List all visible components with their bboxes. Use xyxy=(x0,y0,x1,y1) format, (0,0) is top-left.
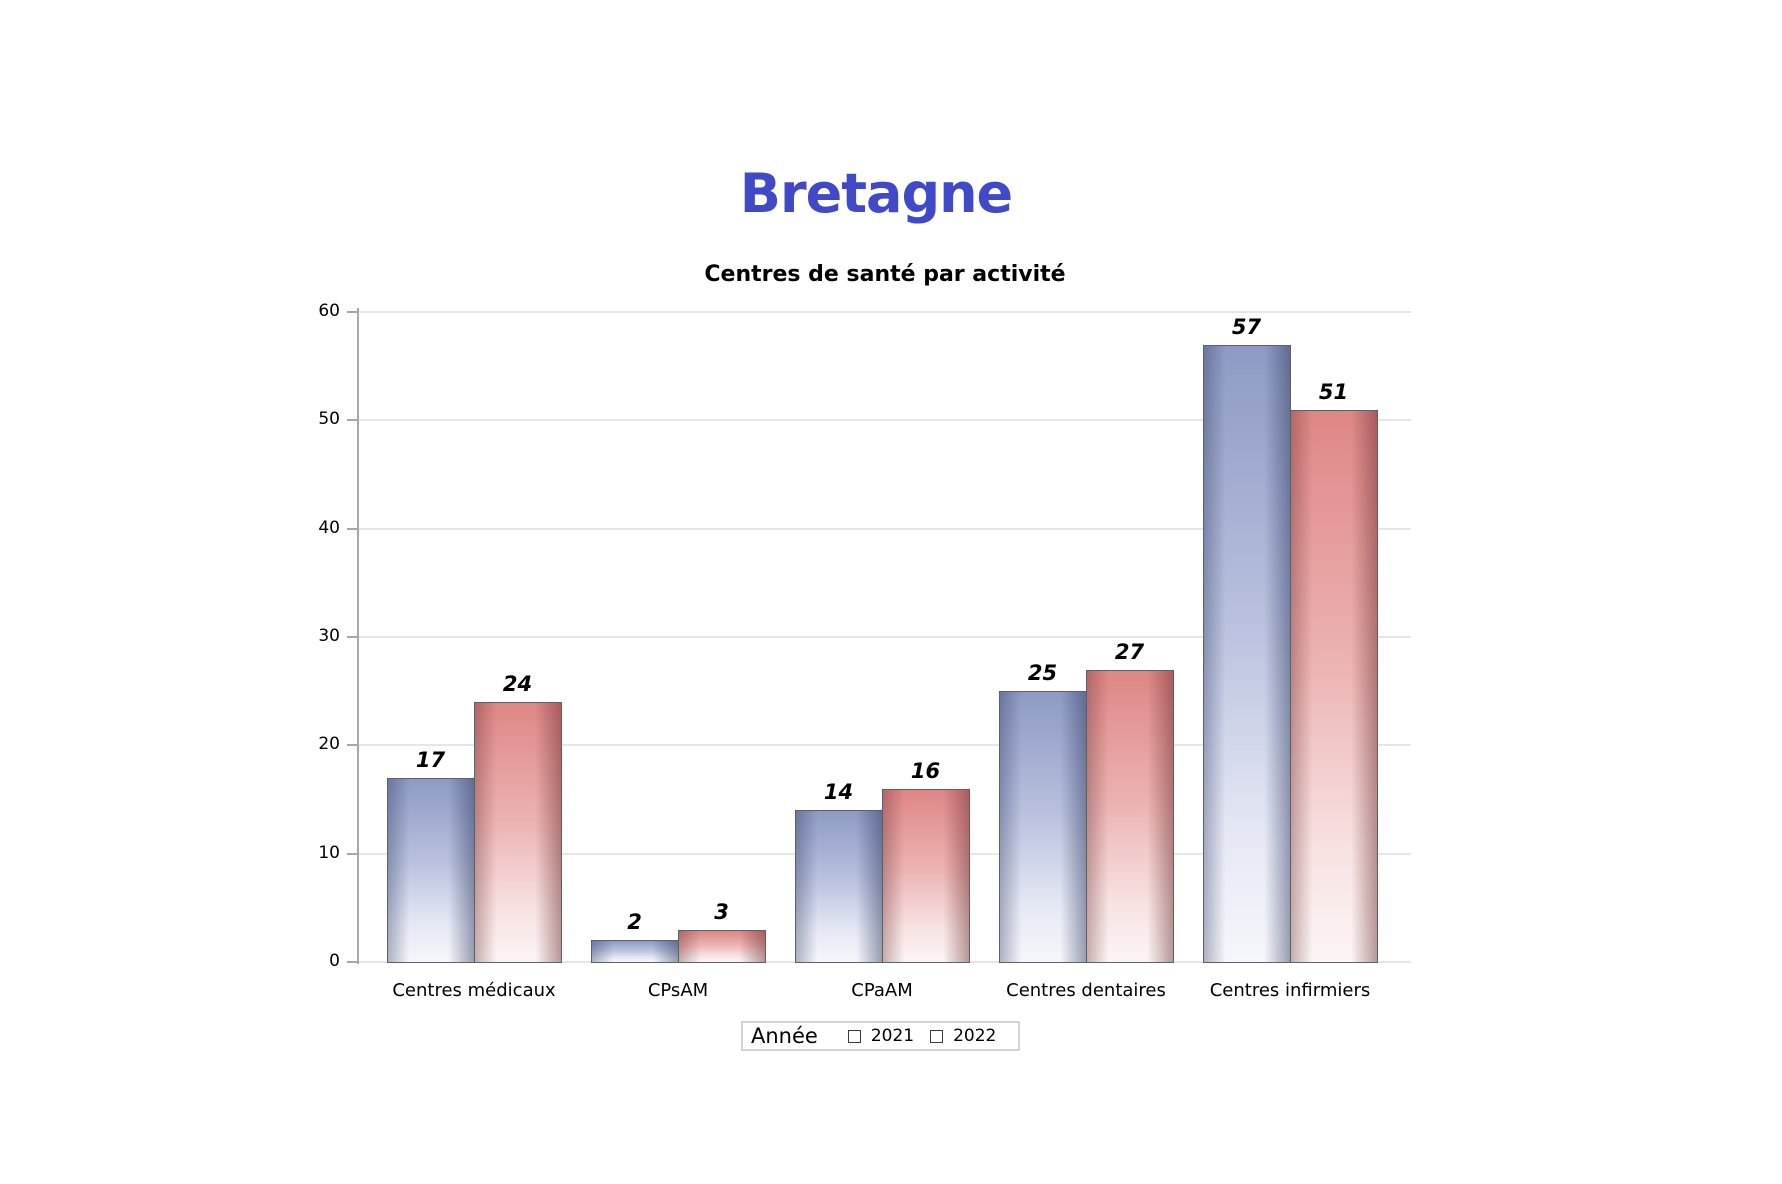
chart-subtitle: Centres de santé par activité xyxy=(704,262,1066,287)
legend-swatch-2021-icon xyxy=(847,1029,861,1043)
bar-2021-2 xyxy=(795,810,883,963)
y-tick-mark xyxy=(347,961,357,963)
y-tick-mark xyxy=(347,744,357,747)
gridline xyxy=(359,311,1411,313)
legend-label: 2021 xyxy=(870,1026,915,1046)
gridline xyxy=(359,419,1411,422)
y-tick-label: 0 xyxy=(329,951,340,971)
bar-2021-3 xyxy=(999,691,1087,963)
bar-value-label: 27 xyxy=(1114,639,1145,664)
y-tick-mark xyxy=(347,311,357,313)
bar-value-label: 51 xyxy=(1318,379,1349,404)
bar-value-label: 3 xyxy=(714,899,729,924)
bar-value-label: 24 xyxy=(502,672,533,696)
gridline xyxy=(359,636,1411,638)
chart-title: Bretagne xyxy=(739,162,1013,225)
bar-value-label: 14 xyxy=(823,780,854,805)
legend-item-2021: 2021 xyxy=(847,1026,915,1046)
bar-value-label: 57 xyxy=(1231,314,1262,339)
y-tick-label: 40 xyxy=(318,517,340,538)
y-tick-mark xyxy=(347,636,357,638)
y-tick-label: 10 xyxy=(318,842,340,863)
y-tick-label: 60 xyxy=(318,301,340,321)
y-tick-mark xyxy=(347,852,357,855)
bar-2022-2 xyxy=(882,788,970,963)
bar-value-label: 16 xyxy=(910,758,941,783)
legend-item-2022: 2022 xyxy=(930,1026,996,1046)
y-tick-label: 50 xyxy=(318,409,340,430)
bar-value-label: 2 xyxy=(627,910,642,935)
y-axis-line xyxy=(357,308,359,964)
gridline xyxy=(359,527,1411,530)
bar-2022-0 xyxy=(474,702,562,963)
legend-title: Année xyxy=(751,1024,818,1048)
gridline xyxy=(359,744,1411,747)
bar-2021-1 xyxy=(591,940,679,963)
legend: Année 2021 2022 xyxy=(741,1021,1020,1051)
legend-label: 2022 xyxy=(953,1026,997,1046)
y-tick-label: 20 xyxy=(318,734,340,755)
bar-2021-4 xyxy=(1203,344,1291,963)
bar-2022-1 xyxy=(678,929,766,963)
bar-2021-0 xyxy=(387,777,475,963)
x-category-label: CPsAM xyxy=(647,980,709,1001)
bar-value-label: 17 xyxy=(415,747,446,772)
y-tick-mark xyxy=(347,419,357,422)
bar-value-label: 25 xyxy=(1027,661,1058,686)
legend-swatch-2022-icon xyxy=(930,1029,944,1043)
y-tick-label: 30 xyxy=(318,626,340,646)
x-category-label: Centres dentaires xyxy=(1006,980,1166,1001)
bar-2022-4 xyxy=(1290,409,1378,963)
y-tick-mark xyxy=(347,527,357,530)
x-category-label: Centres médicaux xyxy=(392,980,556,1001)
x-category-label: Centres infirmiers xyxy=(1209,980,1371,1001)
bar-2022-3 xyxy=(1086,669,1174,963)
x-category-label: CPaAM xyxy=(851,980,913,1001)
